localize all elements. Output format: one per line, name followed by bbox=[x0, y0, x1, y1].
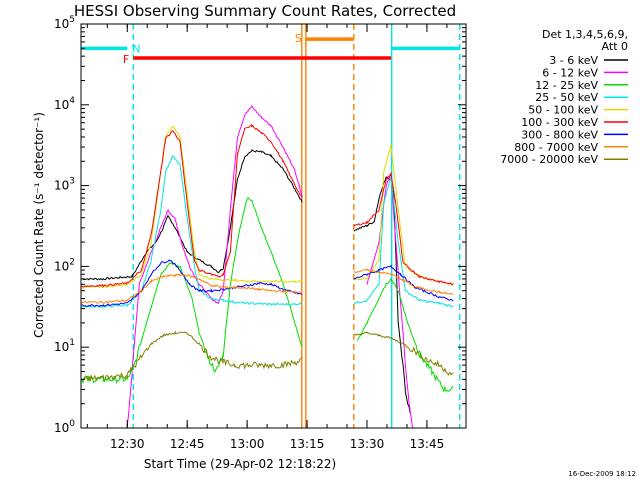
y-tick-exp: 0 bbox=[69, 419, 75, 429]
x-tick-label: 12:30 bbox=[110, 437, 145, 451]
legend-header: Det 1,3,4,5,6,9, bbox=[542, 28, 628, 41]
series-line-0-0 bbox=[81, 148, 303, 281]
axes: 12:30 12:45 13:00 13:15 13:30 13:451001011021… bbox=[54, 15, 467, 451]
footer-timestamp: 16-Dec-2009 18:12 bbox=[568, 470, 636, 478]
x-tick-label: 13:45 bbox=[410, 437, 445, 451]
y-tick-label: 103 bbox=[54, 177, 75, 193]
plot-frame bbox=[80, 23, 467, 429]
flag-label-n: N bbox=[132, 42, 140, 55]
x-tick-label: 13:15 bbox=[290, 437, 325, 451]
legend-entry-label: 25 - 50 keV bbox=[535, 91, 598, 104]
y-tick-base: 10 bbox=[54, 340, 69, 354]
series-line-6-1 bbox=[353, 264, 454, 302]
series-line-2-1 bbox=[356, 278, 454, 393]
chart-title: HESSI Observing Summary Count Rates, Cor… bbox=[74, 2, 456, 20]
y-tick-exp: 2 bbox=[69, 257, 75, 267]
y-tick-label: 104 bbox=[54, 96, 75, 112]
y-tick-exp: 1 bbox=[69, 338, 75, 348]
y-tick-base: 10 bbox=[54, 179, 69, 193]
y-tick-exp: 3 bbox=[69, 177, 75, 187]
series-line-1-0 bbox=[126, 104, 303, 426]
flag-label-f: F bbox=[123, 53, 129, 66]
series-line-0-1 bbox=[353, 176, 411, 414]
series-line-8-0 bbox=[81, 330, 303, 382]
legend-entry-label: 3 - 6 keV bbox=[549, 54, 598, 67]
y-axis-label: Corrected Count Rate (s⁻¹ detector⁻¹) bbox=[32, 112, 46, 338]
y-tick-base: 10 bbox=[54, 421, 69, 435]
series-line-7-0 bbox=[81, 273, 303, 304]
series-line-6-0 bbox=[81, 259, 303, 307]
legend-entry-label: 100 - 300 keV bbox=[521, 116, 598, 129]
legend-entry-label: 7000 - 20000 keV bbox=[500, 153, 598, 166]
series-line-5-1 bbox=[353, 171, 454, 286]
y-tick-label: 105 bbox=[54, 15, 75, 31]
series-line-5-0 bbox=[81, 123, 303, 288]
x-tick-label: 13:00 bbox=[230, 437, 265, 451]
x-tick-label: 13:30 bbox=[350, 437, 385, 451]
series-line-8-1 bbox=[353, 331, 454, 376]
y-tick-label: 101 bbox=[54, 338, 75, 354]
y-tick-exp: 4 bbox=[69, 96, 75, 106]
y-tick-exp: 5 bbox=[69, 15, 75, 25]
flag-label-s: S bbox=[295, 32, 302, 45]
y-tick-label: 102 bbox=[54, 257, 75, 273]
series-line-3-0 bbox=[81, 154, 303, 308]
x-axis-label: Start Time (29-Apr-02 12:18:22) bbox=[144, 457, 336, 471]
plot-inner bbox=[81, 24, 461, 428]
legend-entry-label: 6 - 12 keV bbox=[542, 66, 598, 79]
series-line-4-0 bbox=[81, 125, 303, 289]
legend-entry-label: 800 - 7000 keV bbox=[514, 141, 598, 154]
series-line-2-0 bbox=[81, 197, 303, 385]
legend-entry-label: 50 - 100 keV bbox=[528, 104, 598, 117]
legend-entry-label: 12 - 25 keV bbox=[535, 79, 598, 92]
legend-header: Att 0 bbox=[602, 40, 628, 53]
series-line-7-1 bbox=[353, 268, 454, 295]
y-tick-base: 10 bbox=[54, 17, 69, 31]
y-tick-label: 100 bbox=[54, 419, 75, 435]
series-line-4-1 bbox=[353, 143, 454, 286]
y-tick-base: 10 bbox=[54, 259, 69, 273]
plot-area: NF S bbox=[81, 24, 461, 428]
y-tick-base: 10 bbox=[54, 98, 69, 112]
x-tick-label: 12:45 bbox=[170, 437, 205, 451]
series-line-3-1 bbox=[353, 176, 454, 308]
legend-entry-label: 300 - 800 keV bbox=[521, 128, 598, 141]
